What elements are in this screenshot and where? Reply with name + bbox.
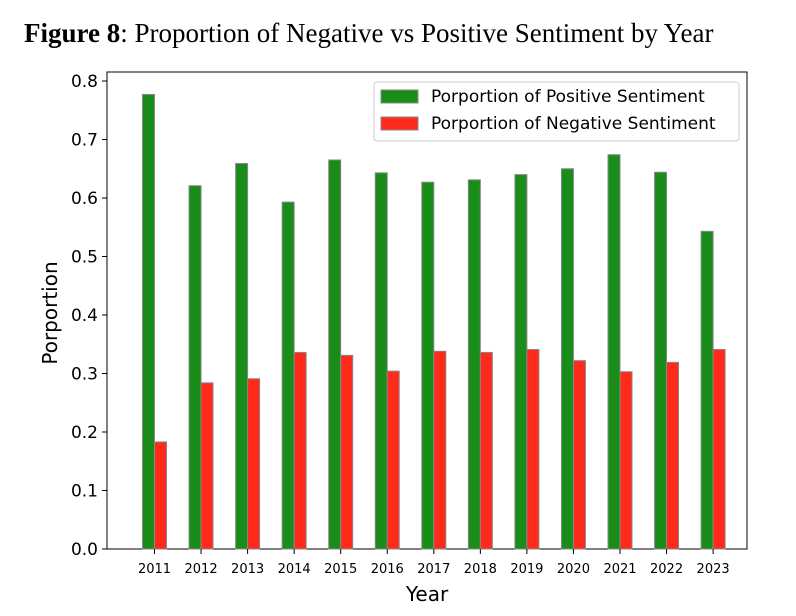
bar-positive-2013 bbox=[235, 162, 249, 550]
bar-negative-2020 bbox=[572, 360, 586, 550]
x-tick-label: 2022 bbox=[650, 562, 683, 577]
x-tick-label: 2023 bbox=[697, 562, 730, 577]
x-tick-label: 2018 bbox=[464, 562, 497, 577]
x-axis: 2011 2012 2013 2014 2015 2016 2017 2018 2019 2020… bbox=[138, 549, 730, 577]
bar-positive-2023 bbox=[700, 230, 714, 550]
bar-positive-2015 bbox=[328, 159, 342, 550]
y-tick-label: 0.5 bbox=[71, 248, 98, 268]
x-tick-label: 2021 bbox=[603, 562, 636, 577]
bar-negative-2012 bbox=[200, 382, 214, 550]
y-tick-label: 0.0 bbox=[71, 540, 98, 560]
y-tick-label: 0.7 bbox=[71, 131, 98, 151]
x-axis-label: Year bbox=[405, 582, 449, 606]
bar-negative-2018 bbox=[479, 351, 493, 550]
bar-negative-2013 bbox=[247, 378, 261, 550]
x-tick-label: 2019 bbox=[510, 562, 543, 577]
bar-positive-2018 bbox=[467, 179, 481, 550]
x-tick-label: 2015 bbox=[324, 562, 357, 577]
bar-positive-2016 bbox=[374, 172, 388, 550]
bar-positive-2021 bbox=[607, 154, 621, 550]
y-tick-label: 0.6 bbox=[71, 189, 98, 209]
x-tick-label: 2013 bbox=[231, 562, 264, 577]
x-tick-label: 2014 bbox=[278, 562, 311, 577]
x-tick-label: 2011 bbox=[138, 562, 171, 577]
y-tick-label: 0.1 bbox=[71, 482, 98, 502]
bar-negative-2017 bbox=[433, 350, 447, 550]
bar-positive-2011 bbox=[142, 93, 155, 550]
y-axis-label: Porportion bbox=[38, 261, 62, 364]
bar-positive-2019 bbox=[514, 174, 528, 550]
figure-title: Figure 8: Proportion of Negative vs Posi… bbox=[24, 18, 713, 49]
y-tick-label: 0.8 bbox=[71, 72, 98, 92]
x-tick-label: 2020 bbox=[557, 562, 590, 577]
legend-box bbox=[373, 81, 740, 142]
bar-positive-2012 bbox=[188, 185, 202, 550]
x-tick-label: 2012 bbox=[185, 562, 218, 577]
bar-negative-2014 bbox=[293, 351, 307, 550]
figure-caption: : Proportion of Negative vs Positive Sen… bbox=[120, 18, 714, 48]
y-axis: 0.0 0.1 0.2 0.3 0.4 0.5 0.6 0.7 0.8 bbox=[71, 72, 107, 560]
bar-negative-2022 bbox=[666, 361, 680, 550]
legend-label-positive: Porportion of Positive Sentiment bbox=[431, 87, 705, 107]
legend-label-negative: Porportion of Negative Sentiment bbox=[431, 114, 716, 134]
bar-positive-2014 bbox=[281, 201, 295, 550]
bars-group bbox=[142, 93, 726, 550]
figure-label: Figure 8 bbox=[24, 18, 121, 48]
bar-negative-2011 bbox=[154, 441, 167, 550]
bar-positive-2017 bbox=[421, 181, 435, 550]
legend-swatch-negative bbox=[380, 116, 419, 131]
bar-positive-2020 bbox=[560, 168, 574, 550]
bar-negative-2021 bbox=[619, 371, 633, 550]
bar-negative-2016 bbox=[386, 370, 400, 550]
bar-negative-2019 bbox=[526, 349, 540, 550]
legend-swatch-positive bbox=[380, 89, 419, 104]
y-tick-label: 0.2 bbox=[71, 423, 98, 443]
x-tick-label: 2016 bbox=[371, 562, 404, 577]
bar-negative-2015 bbox=[340, 354, 354, 550]
bar-negative-2023 bbox=[712, 349, 726, 550]
bar-positive-2022 bbox=[654, 171, 668, 550]
legend: Porportion of Positive Sentiment Porport… bbox=[373, 81, 740, 142]
y-tick-label: 0.4 bbox=[71, 306, 98, 326]
x-tick-label: 2017 bbox=[417, 562, 450, 577]
y-tick-label: 0.3 bbox=[71, 365, 98, 385]
